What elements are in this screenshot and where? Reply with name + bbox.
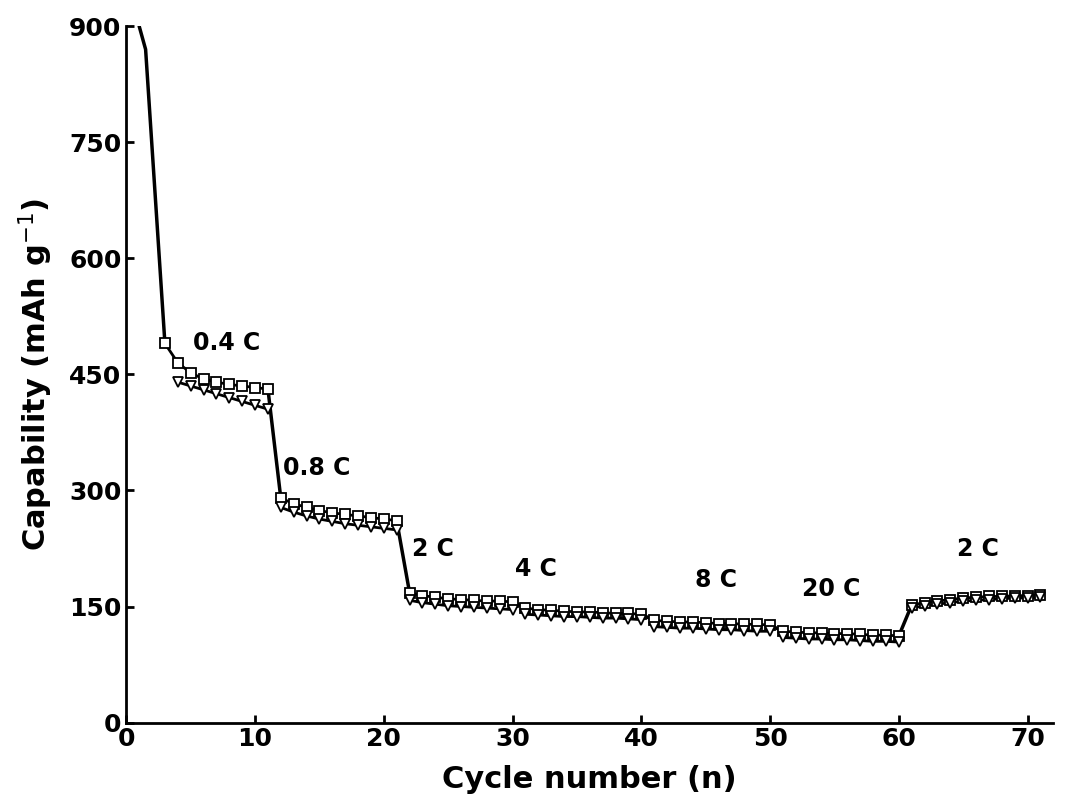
Text: 0.4 C: 0.4 C <box>194 331 260 354</box>
Text: 2 C: 2 C <box>412 537 454 561</box>
Y-axis label: Capability (mAh g$^{-1}$): Capability (mAh g$^{-1}$) <box>17 198 56 551</box>
Text: 2 C: 2 C <box>957 537 998 561</box>
Text: 20 C: 20 C <box>802 577 860 602</box>
Text: 4 C: 4 C <box>515 556 557 581</box>
Text: 0.8 C: 0.8 C <box>284 456 351 480</box>
Text: 8 C: 8 C <box>696 569 737 592</box>
X-axis label: Cycle number (n): Cycle number (n) <box>443 766 737 794</box>
